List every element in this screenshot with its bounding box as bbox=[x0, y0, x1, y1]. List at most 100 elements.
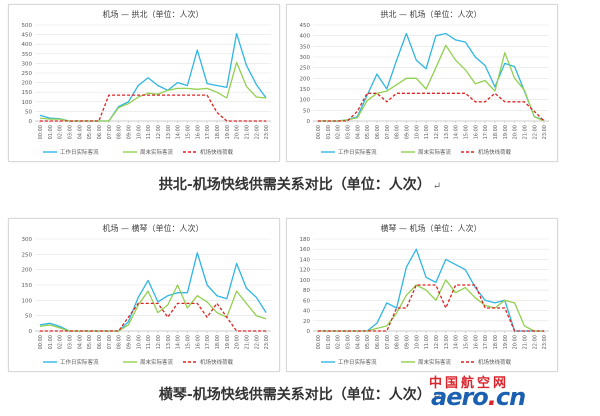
x-tick-label: 01:00 bbox=[326, 335, 332, 349]
x-tick-label: 14:00 bbox=[176, 125, 182, 139]
x-tick-label: 20:00 bbox=[513, 335, 519, 349]
chart-title: 机场 — 拱北（单位：人次） bbox=[102, 9, 203, 19]
y-tick-label: 120 bbox=[300, 268, 311, 274]
x-tick-label: 06:00 bbox=[375, 335, 381, 349]
y-tick-label: 200 bbox=[22, 268, 33, 274]
series-weekday bbox=[39, 252, 267, 332]
x-tick-label: 00:00 bbox=[316, 335, 322, 349]
x-tick-label: 17:00 bbox=[483, 125, 489, 139]
y-tick-label: 200 bbox=[300, 76, 311, 82]
legend-label: 工作日实际客流 bbox=[60, 148, 99, 156]
logo-cn-text: 中国航空网 bbox=[429, 376, 510, 391]
x-tick-label: 07:00 bbox=[107, 125, 113, 139]
chart-gongbei-airport: 拱北 — 机场（单位：人次） 0 50 100 150 200 250 300 350 400 45… bbox=[300, 9, 549, 156]
x-tick-label: 12:00 bbox=[156, 335, 162, 349]
x-tick-label: 19:00 bbox=[225, 125, 231, 139]
y-tick-label: 200 bbox=[22, 81, 33, 87]
x-tick-label: 21:00 bbox=[244, 335, 250, 349]
x-tick-label: 17:00 bbox=[205, 335, 211, 349]
x-tick-label: 04:00 bbox=[77, 125, 83, 139]
x-tick-label: 00:00 bbox=[316, 125, 322, 139]
x-tick-label: 02:00 bbox=[336, 335, 342, 349]
x-tick-label: 08:00 bbox=[395, 125, 401, 139]
x-tick-label: 16:00 bbox=[473, 125, 479, 139]
legend-label: 机场快线荷载 bbox=[200, 358, 234, 366]
x-tick-label: 22:00 bbox=[532, 125, 538, 139]
y-tick-label: 300 bbox=[22, 61, 33, 67]
legend-item-weekend: 周末实际客流 bbox=[401, 148, 452, 156]
x-tick-label: 02:00 bbox=[58, 125, 64, 139]
legend-item-weekend: 周末实际客流 bbox=[401, 358, 452, 366]
x-tick-label: 10:00 bbox=[414, 335, 420, 349]
x-tick-label: 13:00 bbox=[444, 125, 450, 139]
x-tick-label: 22:00 bbox=[254, 125, 260, 139]
x-tick-label: 05:00 bbox=[87, 335, 93, 349]
x-tick-label: 00:00 bbox=[38, 335, 44, 349]
paragraph-mark: ↵ bbox=[432, 181, 442, 192]
x-tick-label: 20:00 bbox=[235, 335, 241, 349]
chart-title: 拱北 — 机场（单位：人次） bbox=[380, 9, 481, 19]
x-tick-label: 07:00 bbox=[385, 335, 391, 349]
caption-gongbei-text: 拱北-机场快线供需关系对比（单位：人次） bbox=[158, 177, 431, 193]
x-tick-label: 11:00 bbox=[146, 335, 152, 349]
y-tick-label: 180 bbox=[300, 237, 311, 243]
y-tick-label: 100 bbox=[22, 298, 33, 304]
x-tick-label: 06:00 bbox=[97, 125, 103, 139]
x-tick-label: 18:00 bbox=[493, 335, 499, 349]
x-tick-label: 09:00 bbox=[404, 125, 410, 139]
x-tick-label: 14:00 bbox=[176, 335, 182, 349]
x-tick-label: 18:00 bbox=[493, 125, 499, 139]
series-capacity bbox=[317, 92, 545, 122]
legend-label: 工作日实际客流 bbox=[60, 358, 99, 366]
legend-label: 周末实际客流 bbox=[140, 358, 174, 366]
y-tick-label: 300 bbox=[300, 55, 311, 61]
y-tick-label: 50 bbox=[25, 109, 32, 115]
y-tick-label: 0 bbox=[307, 119, 311, 125]
x-tick-label: 04:00 bbox=[355, 335, 361, 349]
x-tick-label: 10:00 bbox=[414, 125, 420, 139]
x-tick-label: 11:00 bbox=[146, 125, 152, 139]
paragraph-mark: ↵ bbox=[432, 391, 442, 402]
y-tick-label: 150 bbox=[22, 283, 33, 289]
x-tick-label: 01:00 bbox=[48, 125, 54, 139]
x-tick-label: 23:00 bbox=[542, 335, 548, 349]
x-tick-label: 16:00 bbox=[195, 335, 201, 349]
chart-title: 机场 — 横琴（单位：人次） bbox=[102, 223, 203, 233]
x-tick-label: 15:00 bbox=[463, 125, 469, 139]
legend-item-weekend: 周末实际客流 bbox=[123, 148, 174, 156]
x-tick-label: 08:00 bbox=[117, 125, 123, 139]
legend-item-capacity: 机场快线荷载 bbox=[183, 148, 234, 156]
x-tick-label: 00:00 bbox=[38, 125, 44, 139]
x-tick-label: 11:00 bbox=[424, 125, 430, 139]
x-tick-label: 15:00 bbox=[185, 125, 191, 139]
chart-airport-gongbei: 机场 — 拱北（单位：人次） 0 50 100 150 200 250 300 350 400 45… bbox=[22, 9, 271, 156]
y-tick-label: 100 bbox=[300, 278, 311, 284]
y-tick-label: 100 bbox=[22, 100, 33, 106]
y-tick-label: 140 bbox=[300, 257, 311, 263]
x-tick-label: 01:00 bbox=[326, 125, 332, 139]
x-tick-label: 17:00 bbox=[483, 335, 489, 349]
x-tick-label: 04:00 bbox=[355, 125, 361, 139]
legend-item-capacity: 机场快线荷载 bbox=[461, 148, 512, 156]
series-weekend bbox=[39, 61, 267, 122]
chart-airport-hengqin: 机场 — 横琴（单位：人次） 0 50 100 150 200 250 300 00:00 01:… bbox=[22, 223, 271, 366]
x-tick-label: 22:00 bbox=[532, 335, 538, 349]
caption-gongbei: 拱北-机场快线供需关系对比（单位：人次） ↵ bbox=[0, 174, 600, 194]
x-tick-label: 07:00 bbox=[385, 125, 391, 139]
y-tick-label: 160 bbox=[300, 247, 311, 253]
legend-item-capacity: 机场快线荷载 bbox=[183, 358, 234, 366]
x-tick-label: 15:00 bbox=[185, 335, 191, 349]
x-tick-label: 23:00 bbox=[542, 125, 548, 139]
x-tick-label: 03:00 bbox=[67, 125, 73, 139]
x-tick-label: 10:00 bbox=[136, 125, 142, 139]
x-tick-label: 06:00 bbox=[375, 125, 381, 139]
legend-label: 机场快线荷载 bbox=[478, 148, 512, 156]
legend-item-weekday: 工作日实际客流 bbox=[321, 358, 377, 366]
legend-label: 周末实际客流 bbox=[418, 358, 452, 366]
series-weekend bbox=[317, 44, 545, 122]
legend-label: 工作日实际客流 bbox=[338, 358, 377, 366]
legend-label: 机场快线荷载 bbox=[478, 358, 512, 366]
x-tick-label: 16:00 bbox=[473, 335, 479, 349]
x-tick-label: 19:00 bbox=[503, 335, 509, 349]
x-tick-label: 12:00 bbox=[434, 335, 440, 349]
